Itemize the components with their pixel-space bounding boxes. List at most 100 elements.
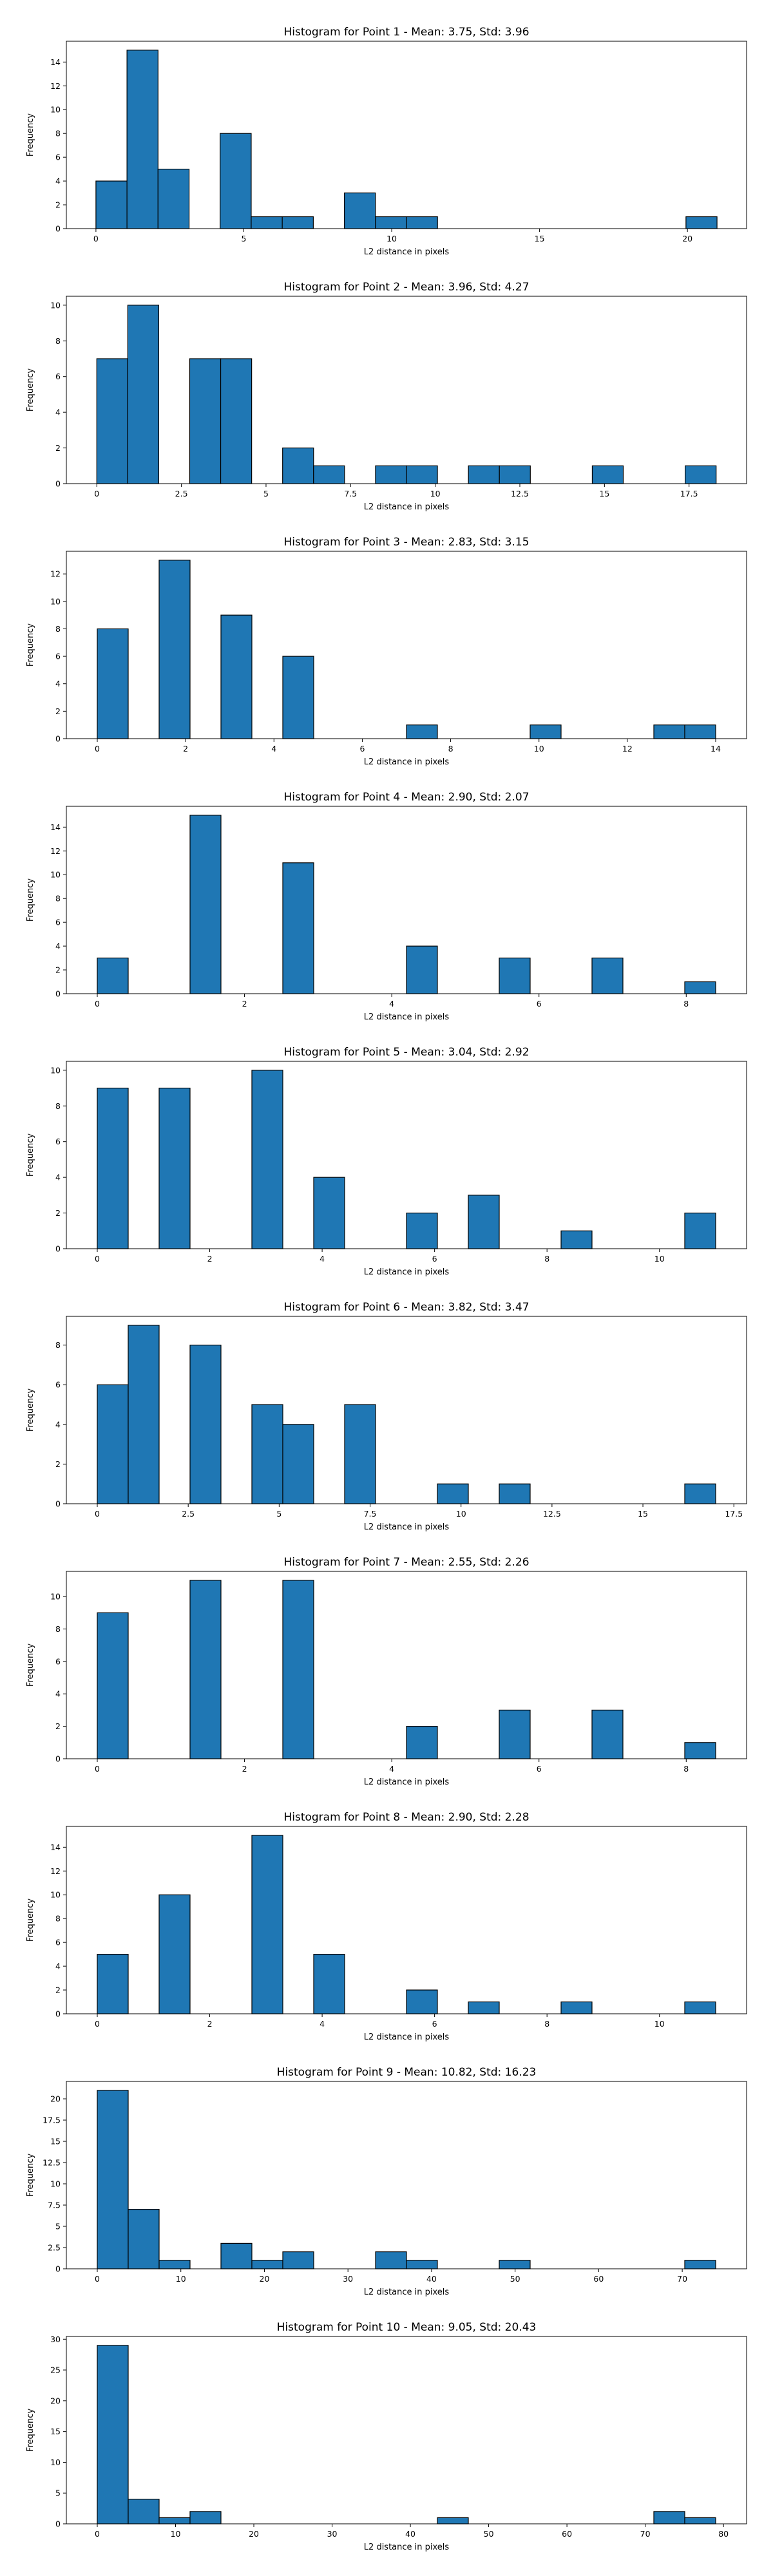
y-tick-label: 2 [55, 1208, 61, 1218]
histogram-bar [128, 2499, 160, 2524]
x-tick-label: 10 [386, 234, 397, 243]
histogram-panel-2: Histogram for Point 2 - Mean: 3.96, Std:… [0, 276, 773, 531]
histogram-bar [189, 1345, 222, 1504]
histogram-bar [684, 1212, 716, 1249]
histogram-bar [499, 957, 531, 994]
histogram-bar [375, 216, 407, 229]
histogram-bar [282, 447, 314, 484]
histogram-bar [97, 1612, 129, 1759]
y-tick-label: 2.5 [48, 2243, 61, 2253]
histogram-bar [685, 216, 718, 229]
y-tick-label: 10 [50, 596, 61, 606]
y-tick-label: 0 [55, 2519, 61, 2529]
chart-title: Histogram for Point 8 - Mean: 2.90, Std:… [283, 1811, 530, 1824]
y-tick-label: 0 [55, 479, 61, 489]
x-tick-label: 5 [263, 489, 269, 498]
histogram-bar [560, 1230, 593, 1249]
chart-title: Histogram for Point 4 - Mean: 2.90, Std:… [283, 791, 530, 804]
histogram-bar [220, 2242, 253, 2269]
histogram-bar [530, 724, 562, 739]
x-tick-label: 12 [622, 744, 633, 753]
y-tick-label: 30 [50, 2334, 61, 2344]
histogram-bar [653, 724, 685, 739]
histogram-bar [313, 1954, 345, 2014]
histogram-bar [97, 1087, 129, 1249]
x-tick-label: 2 [242, 1764, 247, 1774]
histogram-bar [126, 50, 158, 229]
chart-title: Histogram for Point 6 - Mean: 3.82, Std:… [283, 1301, 530, 1314]
histogram-bar [684, 2001, 716, 2014]
histogram-panel-10: Histogram for Point 10 - Mean: 9.05, Std… [0, 2316, 773, 2571]
histogram-plot: 0 2.5 5 7.5 10 12.5 15 17.5 0 2 4 6 8 L2 distance in … [26, 1316, 747, 1532]
histogram-plot: 0 2 4 6 8 10 0 2 4 6 8 10 12 14 L2 distance in pixels F… [26, 1826, 747, 2042]
x-tick-label: 8 [544, 1254, 549, 1264]
y-tick-label: 6 [55, 1938, 61, 1947]
x-tick-label: 40 [426, 2274, 437, 2284]
y-tick-label: 6 [55, 1137, 61, 1146]
histogram-bar [499, 1709, 531, 1759]
y-tick-label: 10 [50, 1065, 61, 1075]
histogram-bar [406, 945, 438, 994]
x-tick-label: 50 [484, 2529, 494, 2539]
histogram-bar [684, 2517, 716, 2524]
histogram-bar [189, 358, 222, 484]
histogram-bar [375, 465, 407, 484]
x-tick-label: 0 [93, 234, 99, 243]
histogram-bar [406, 2260, 438, 2269]
y-tick-label: 0 [55, 1754, 61, 1764]
x-tick-label: 8 [448, 744, 453, 753]
x-tick-label: 40 [405, 2529, 415, 2539]
histogram-bar [282, 656, 314, 739]
y-tick-label: 17.5 [43, 2116, 61, 2125]
x-tick-label: 12.5 [511, 489, 529, 498]
histogram-bar [97, 957, 129, 994]
x-tick-label: 60 [562, 2529, 572, 2539]
y-axis-label: Frequency [26, 1643, 35, 1687]
histogram-plot: 0 2 4 6 8 0 2 4 6 8 10 12 14 L2 distance in pixels Fre… [26, 806, 747, 1022]
x-tick-label: 70 [677, 2274, 687, 2284]
y-tick-label: 6 [55, 153, 61, 162]
histogram-bar [127, 305, 160, 484]
chart-title: Histogram for Point 5 - Mean: 3.04, Std:… [283, 1046, 530, 1059]
histogram-bar [406, 216, 438, 229]
y-tick-label: 6 [55, 372, 61, 381]
y-tick-label: 20 [50, 2094, 61, 2104]
histogram-bar [282, 1580, 314, 1759]
histogram-bar [96, 358, 128, 484]
y-tick-label: 10 [50, 300, 61, 310]
x-tick-label: 2 [183, 744, 188, 753]
chart-title: Histogram for Point 7 - Mean: 2.55, Std:… [283, 1556, 530, 1569]
x-tick-label: 0 [95, 1764, 100, 1774]
histogram-bar [189, 2511, 222, 2524]
x-tick-label: 4 [389, 1764, 394, 1774]
histogram-bar [97, 628, 129, 739]
x-tick-label: 4 [320, 1254, 325, 1264]
y-tick-label: 2 [55, 1985, 61, 1995]
y-tick-label: 8 [55, 894, 61, 904]
y-tick-label: 4 [55, 1962, 61, 1971]
y-tick-label: 2 [55, 965, 61, 975]
x-tick-label: 50 [510, 2274, 520, 2284]
histogram-bar [158, 2517, 191, 2524]
y-axis-label: Frequency [26, 2154, 35, 2197]
y-tick-label: 4 [55, 1419, 61, 1429]
x-tick-label: 2.5 [175, 489, 188, 498]
histogram-panel-3: Histogram for Point 3 - Mean: 2.83, Std:… [0, 531, 773, 786]
y-tick-label: 8 [55, 1340, 61, 1350]
histogram-bar [189, 815, 222, 994]
y-tick-label: 10 [50, 1592, 61, 1602]
x-tick-label: 80 [718, 2529, 729, 2539]
histogram-bar [406, 465, 438, 484]
y-tick-label: 10 [50, 1890, 61, 1900]
histogram-bar [468, 465, 500, 484]
histogram-bar [406, 724, 438, 739]
axes-frame [66, 551, 747, 739]
y-axis-label: Frequency [26, 113, 35, 156]
histogram-bar [437, 2517, 469, 2524]
y-tick-label: 15 [50, 2137, 61, 2146]
histogram-panel-8: Histogram for Point 8 - Mean: 2.90, Std:… [0, 1806, 773, 2061]
histogram-bar [499, 465, 531, 484]
histogram-bar [220, 133, 252, 229]
x-tick-label: 2.5 [182, 1509, 195, 1519]
y-tick-label: 0 [55, 734, 61, 744]
